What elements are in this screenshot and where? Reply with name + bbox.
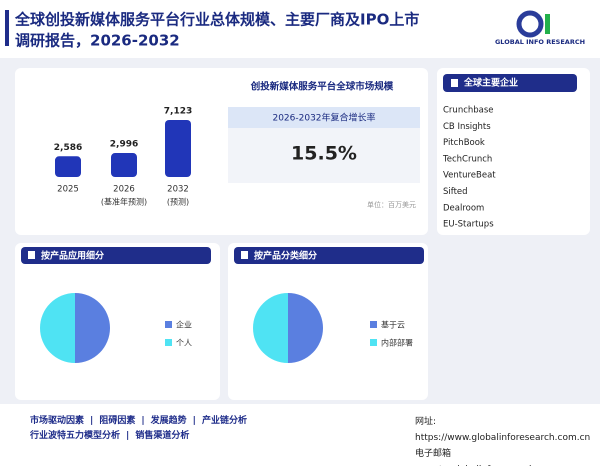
legend-swatch	[370, 321, 377, 328]
cagr-value: 15.5%	[291, 143, 357, 165]
company: Crunchbase	[443, 106, 494, 116]
footer-link[interactable]: 市场驱动因素	[30, 416, 85, 426]
x-tick-label: 2026	[113, 185, 135, 195]
value-label: 2,996	[110, 140, 138, 150]
card	[437, 68, 590, 235]
pie-slice	[75, 293, 110, 363]
footer-link[interactable]: 阻碍因素	[99, 416, 136, 426]
bar	[165, 120, 191, 177]
company: EU-Startups	[443, 220, 494, 230]
legend-swatch	[165, 321, 172, 328]
section-title: 按产品分类细分	[254, 250, 317, 262]
title: 调研报告，2026-2032	[15, 32, 180, 50]
legend-swatch	[165, 339, 172, 346]
value-label: 7,123	[164, 107, 192, 117]
company: PitchBook	[443, 138, 485, 148]
section-header	[21, 247, 211, 264]
legend-label: 基于云	[381, 320, 405, 330]
category-note: (基准年预测)	[101, 197, 147, 207]
footer	[402, 404, 600, 466]
x-tick-label: 2025	[57, 185, 79, 195]
icon	[451, 79, 458, 87]
email: 电子邮箱 report@globalinforesearch.com.cn	[415, 449, 570, 466]
footer-link[interactable]: 行业波特五力模型分析	[30, 431, 121, 441]
footer-link[interactable]: 产业链分析	[201, 416, 247, 426]
legend-label: 个人	[176, 339, 192, 348]
market-title: 创投新媒体服务平台全球市场规模	[250, 81, 394, 93]
company: VentureBeat	[443, 171, 496, 181]
logo-mark	[545, 14, 550, 34]
link-row: 市场驱动因素 | 阻碍因素 | 发展趋势 | 产业链分析	[30, 414, 290, 429]
website: 网址: https://www.globalinforesearch.com.c…	[415, 417, 591, 443]
bar	[111, 153, 137, 177]
separator: |	[90, 416, 94, 426]
title-bar	[5, 10, 9, 46]
unit: 单位：百万美元	[367, 200, 416, 209]
legend-label: 企业	[176, 320, 192, 330]
separator: |	[126, 431, 130, 441]
footer-link[interactable]: 发展趋势	[150, 416, 187, 426]
footer-link[interactable]: 销售渠道分析	[135, 431, 190, 441]
section-title: 全球主要企业	[463, 77, 518, 89]
pie-slice	[288, 293, 323, 363]
company: TechCrunch	[442, 154, 492, 164]
company: Dealroom	[443, 203, 484, 213]
icon	[241, 251, 248, 259]
icon	[28, 251, 35, 259]
footer-links: 市场驱动因素 | 阻碍因素 | 发展趋势 | 产业链分析 行业波特五力模型分析 | 销售渠道分析	[30, 414, 290, 444]
pie-slice	[40, 293, 75, 363]
logo-mark	[516, 10, 544, 38]
cagr-header	[228, 107, 420, 128]
separator: |	[192, 416, 196, 426]
link-row: 行业波特五力模型分析 | 销售渠道分析	[30, 429, 290, 444]
pie-slice	[253, 293, 288, 363]
company: Sifted	[443, 187, 468, 197]
section-header	[443, 74, 577, 92]
company: CB Insights	[443, 122, 491, 132]
logo-text: GLOBAL INFO RESEARCH	[495, 38, 585, 46]
cagr-label: 2026-2032年复合增长率	[272, 112, 375, 124]
bar	[55, 156, 81, 177]
separator: |	[141, 416, 145, 426]
section-header	[234, 247, 424, 264]
contact: 网址: https://www.globalinforesearch.com.c…	[415, 414, 600, 466]
value-label: 2,586	[54, 143, 82, 153]
section-title: 按产品应用细分	[41, 250, 104, 262]
category-note: (预测)	[167, 197, 189, 207]
title: 全球创投新媒体服务平台行业总体规模、主要厂商及IPO上市	[14, 11, 419, 29]
legend-swatch	[370, 339, 377, 346]
x-tick-label: 2032	[167, 185, 189, 195]
legend-label: 内部部署	[381, 338, 413, 348]
